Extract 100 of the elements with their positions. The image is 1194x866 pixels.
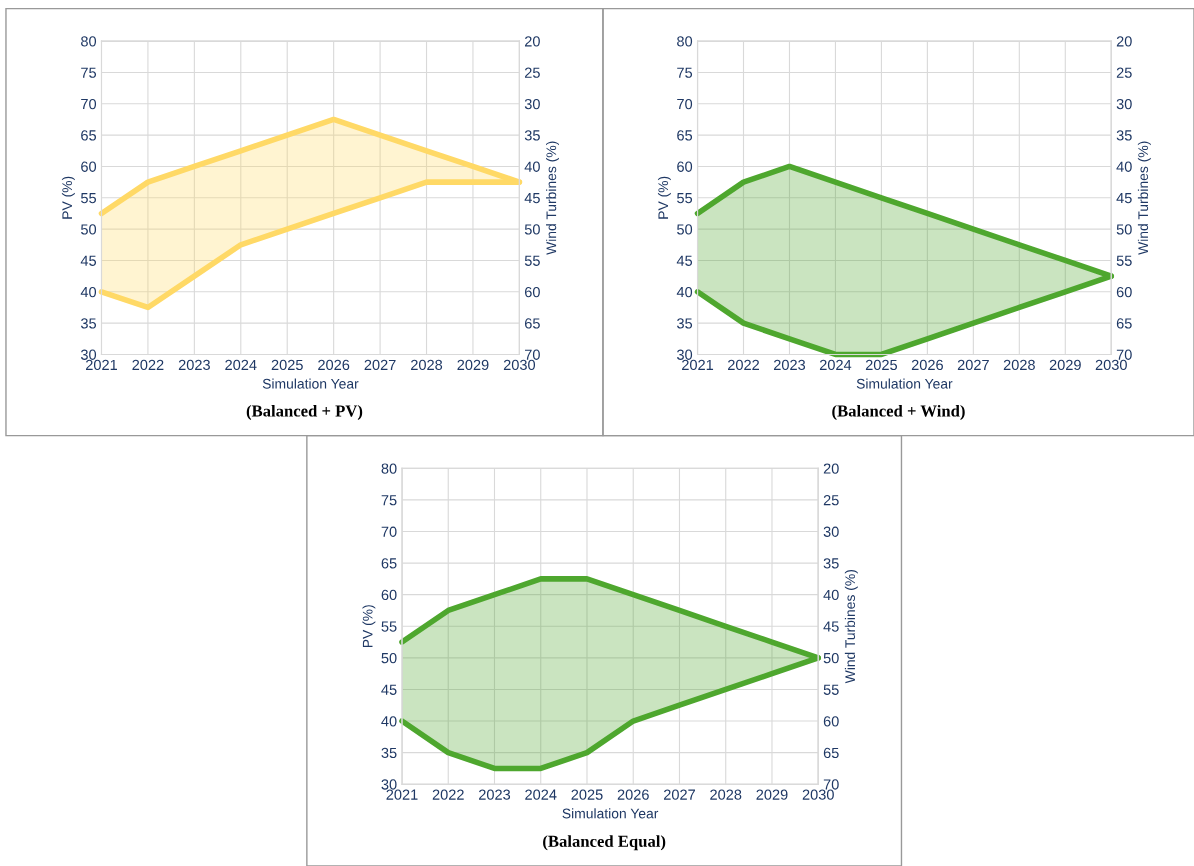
y2-tick-label: 20 <box>823 463 839 474</box>
x-tick-label: 2023 <box>479 789 511 800</box>
y-tick-label: 45 <box>381 684 397 695</box>
y2-axis-title: Wind Turbines (%) <box>1137 141 1151 255</box>
y2-tick-label: 30 <box>1116 98 1132 110</box>
y-tick-label: 55 <box>381 621 397 632</box>
y-tick-label: 30 <box>80 349 97 360</box>
y2-tick-label: 50 <box>1116 224 1132 235</box>
y-tick-label: 75 <box>677 67 693 78</box>
x-tick-label: 2028 <box>411 359 443 371</box>
y-tick-label: 30 <box>381 779 397 790</box>
x-tick-label: 2026 <box>911 359 943 371</box>
y-tick-label: 80 <box>81 36 97 47</box>
y-tick-label: 65 <box>677 130 693 141</box>
y-tick-label: 30 <box>677 349 693 360</box>
x-tick-label: 2028 <box>710 789 742 800</box>
x-tick-label: 2028 <box>1003 359 1035 371</box>
y2-tick-label: 55 <box>823 684 839 695</box>
y2-tick-label: 20 <box>1116 36 1132 47</box>
y-axis-title: PV (%) <box>657 176 671 219</box>
y-tick-label: 40 <box>676 286 693 298</box>
x-axis-title: Simulation Year <box>562 808 659 819</box>
x-tick-label: 2022 <box>728 359 759 371</box>
y2-axis-title: Wind Turbines (%) <box>546 141 559 255</box>
x-tick-label: 2025 <box>571 789 603 800</box>
y-tick-label: 50 <box>381 652 397 664</box>
y2-tick-label: 60 <box>823 716 839 727</box>
x-tick-label: 2027 <box>957 359 989 371</box>
y-tick-label: 65 <box>81 130 97 141</box>
y-tick-label: 70 <box>677 98 693 110</box>
y2-tick-label: 50 <box>823 652 839 664</box>
y-tick-label: 45 <box>80 255 97 266</box>
y2-tick-label: 25 <box>1116 67 1132 78</box>
x-tick-label: 2030 <box>503 359 536 371</box>
y2-tick-label: 45 <box>823 621 839 632</box>
y2-tick-label: 25 <box>524 67 540 78</box>
x-axis-title: Simulation Year <box>856 378 953 389</box>
y-tick-label: 75 <box>81 67 97 78</box>
y2-tick-label: 50 <box>524 224 540 235</box>
y2-tick-label: 35 <box>524 130 540 141</box>
x-tick-label: 2027 <box>664 789 695 800</box>
y2-tick-label: 65 <box>823 747 839 759</box>
text: (Balanced + PV) <box>246 404 363 421</box>
y2-tick-label: 70 <box>525 349 540 360</box>
x-tick-label: 2030 <box>1095 359 1127 371</box>
x-tick-label: 2023 <box>178 359 210 371</box>
y-tick-label: 35 <box>677 318 693 329</box>
y2-tick-label: 70 <box>823 779 839 790</box>
y2-tick-label: 25 <box>823 495 839 506</box>
y-tick-label: 60 <box>81 161 97 172</box>
y2-tick-label: 45 <box>1116 193 1132 204</box>
x-tick-label: 2024 <box>225 359 257 371</box>
y2-tick-label: 45 <box>524 193 540 204</box>
y-tick-label: 45 <box>676 255 693 266</box>
y-tick-label: 70 <box>81 98 97 110</box>
text: (Balanced + Wind) <box>832 404 965 421</box>
x-tick-label: 2030 <box>802 789 834 800</box>
text: (Balanced Equal) <box>543 835 666 851</box>
y-tick-label: 60 <box>677 161 693 172</box>
y-tick-label: 50 <box>80 224 97 235</box>
x-tick-label: 2023 <box>773 359 806 371</box>
y2-tick-label: 60 <box>1116 286 1132 298</box>
x-tick-label: 2021 <box>682 359 714 371</box>
y2-tick-label: 40 <box>823 589 839 601</box>
y2-tick-label: 30 <box>524 98 540 110</box>
y-tick-label: 65 <box>381 558 397 569</box>
x-tick-label: 2025 <box>865 359 898 371</box>
y-tick-label: 55 <box>80 193 97 204</box>
y-tick-label: 70 <box>381 526 397 537</box>
y-tick-label: 50 <box>677 224 693 235</box>
x-tick-label: 2029 <box>1049 359 1081 371</box>
y-tick-label: 55 <box>677 193 693 204</box>
x-tick-label: 2029 <box>457 359 489 371</box>
x-tick-label: 2026 <box>318 359 350 371</box>
y-tick-label: 80 <box>677 36 693 47</box>
y-tick-label: 75 <box>381 495 397 506</box>
y2-tick-label: 40 <box>524 161 540 172</box>
x-tick-label: 2025 <box>271 359 303 371</box>
y2-tick-label: 70 <box>1116 349 1132 360</box>
y2-tick-label: 40 <box>1116 161 1132 172</box>
y2-tick-label: 35 <box>823 558 839 569</box>
y-axis-title: PV (%) <box>362 605 376 648</box>
x-tick-label: 2024 <box>525 789 557 800</box>
x-tick-label: 2027 <box>364 359 396 371</box>
y-axis-title: PV (%) <box>61 176 75 219</box>
y2-axis-title: Wind Turbines (%) <box>844 570 858 684</box>
y2-tick-label: 35 <box>1116 130 1132 141</box>
x-tick-label: 2029 <box>756 789 788 800</box>
y2-tick-label: 55 <box>1116 255 1132 266</box>
y2-tick-label: 20 <box>524 36 540 47</box>
y2-tick-label: 65 <box>524 318 540 329</box>
y-tick-label: 40 <box>381 716 397 727</box>
x-tick-label: 2021 <box>86 359 117 371</box>
y-tick-label: 60 <box>381 589 397 601</box>
x-tick-label: 2022 <box>432 789 464 800</box>
x-tick-label: 2022 <box>132 359 164 371</box>
y-tick-label: 35 <box>381 747 397 759</box>
y2-tick-label: 55 <box>524 255 540 266</box>
y2-tick-label: 30 <box>823 526 839 537</box>
y-tick-label: 40 <box>80 286 97 298</box>
